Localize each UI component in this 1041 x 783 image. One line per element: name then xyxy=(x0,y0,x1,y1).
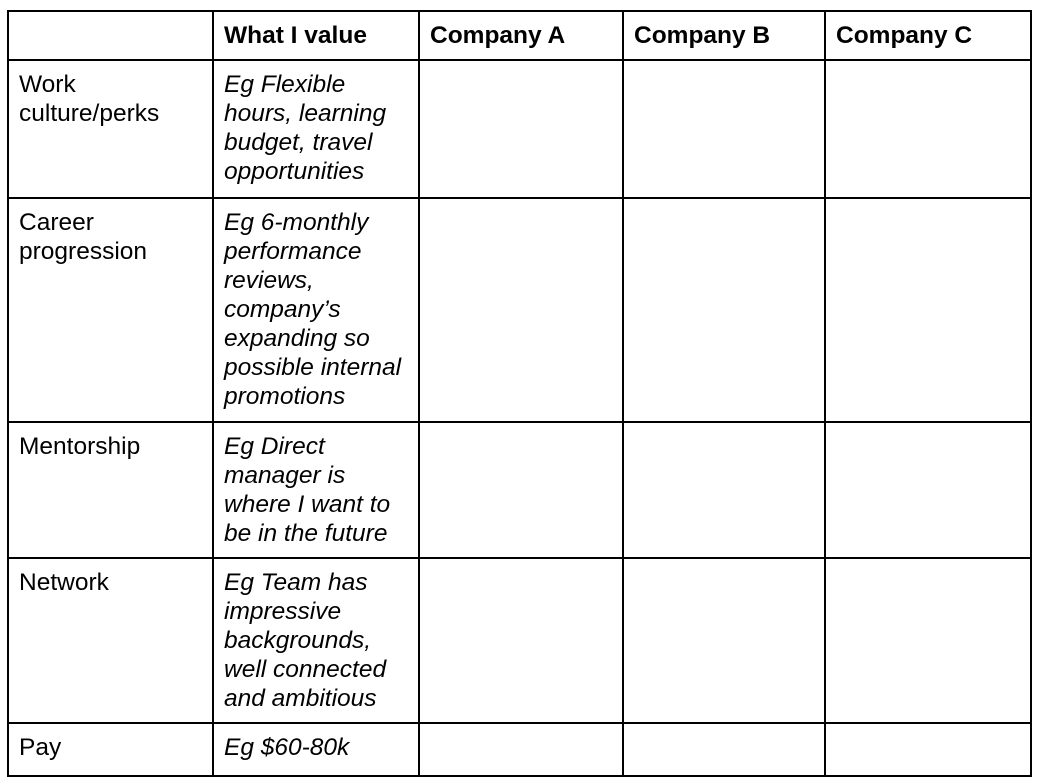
company-c-cell[interactable] xyxy=(824,59,1032,199)
company-c-cell[interactable] xyxy=(824,421,1032,559)
company-a-cell[interactable] xyxy=(418,722,624,777)
column-header-company-b: Company B xyxy=(622,10,826,61)
example-cell: Eg $60-80k xyxy=(212,722,420,777)
example-cell: Eg Direct manager is where I want to be … xyxy=(212,421,420,559)
row-label: Mentorship xyxy=(7,421,214,559)
row-label: Career progression xyxy=(7,197,214,423)
company-c-cell[interactable] xyxy=(824,722,1032,777)
corner-cell xyxy=(7,10,214,61)
column-header-what-i-value: What I value xyxy=(212,10,420,61)
table-row-pay: Pay Eg $60-80k xyxy=(7,722,1032,777)
column-header-company-a: Company A xyxy=(418,10,624,61)
header-row: What I value Company A Company B Company… xyxy=(7,10,1032,61)
company-b-cell[interactable] xyxy=(622,59,826,199)
table-row-mentorship: Mentorship Eg Direct manager is where I … xyxy=(7,421,1032,559)
row-label: Network xyxy=(7,557,214,724)
company-b-cell[interactable] xyxy=(622,421,826,559)
document-page: What I value Company A Company B Company… xyxy=(7,10,1032,777)
company-b-cell[interactable] xyxy=(622,197,826,423)
company-a-cell[interactable] xyxy=(418,197,624,423)
company-c-cell[interactable] xyxy=(824,557,1032,724)
table-row-career-progression: Career progression Eg 6-monthly performa… xyxy=(7,197,1032,423)
example-cell: Eg 6-monthly performance reviews, compan… xyxy=(212,197,420,423)
table-row-work-culture: Work culture/perks Eg Flexible hours, le… xyxy=(7,59,1032,199)
company-a-cell[interactable] xyxy=(418,421,624,559)
company-c-cell[interactable] xyxy=(824,197,1032,423)
company-a-cell[interactable] xyxy=(418,557,624,724)
table-row-network: Network Eg Team has impressive backgroun… xyxy=(7,557,1032,724)
row-label: Work culture/perks xyxy=(7,59,214,199)
example-cell: Eg Team has impressive backgrounds, well… xyxy=(212,557,420,724)
company-b-cell[interactable] xyxy=(622,557,826,724)
column-header-company-c: Company C xyxy=(824,10,1032,61)
company-a-cell[interactable] xyxy=(418,59,624,199)
comparison-table: What I value Company A Company B Company… xyxy=(7,10,1032,777)
company-b-cell[interactable] xyxy=(622,722,826,777)
example-cell: Eg Flexible hours, learning budget, trav… xyxy=(212,59,420,199)
row-label: Pay xyxy=(7,722,214,777)
